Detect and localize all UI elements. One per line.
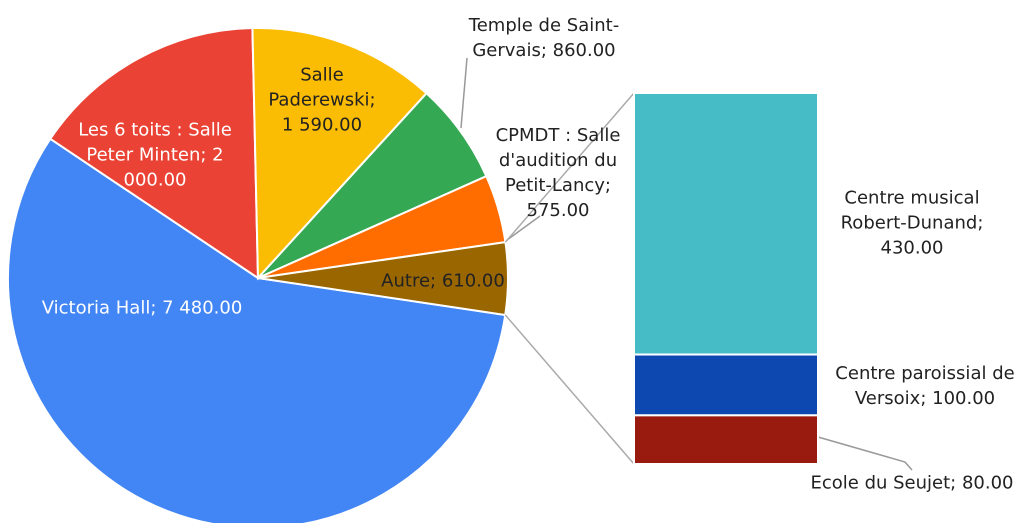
bar-segment (633, 353, 819, 417)
bar-segment (633, 414, 819, 466)
bar-segment (633, 92, 819, 356)
pie-slice (257, 241, 509, 317)
leader-line (506, 215, 541, 241)
leader-line (817, 436, 913, 471)
data-label: Centre musical Robert-Dunand; 430.00 (840, 187, 984, 259)
leader-line (460, 57, 468, 129)
data-label: Autre; 610.00 (381, 270, 505, 292)
data-label: Temple de Saint-Gervais; 860.00 (468, 15, 620, 61)
data-label: Les 6 toits : Salle Peter Minten; 2 000.… (78, 119, 232, 191)
connector-line (504, 314, 635, 465)
data-label: Salle Paderewski; 1 590.00 (268, 64, 376, 136)
pie-slice (7, 137, 507, 523)
connector-line (504, 92, 635, 243)
data-label: Centre paroissial de Versoix; 100.00 (835, 363, 1015, 409)
data-label: CPMDT : Salle d'audition du Petit-Lancy;… (495, 125, 621, 221)
pie-slice (251, 27, 428, 281)
data-label: Victoria Hall; 7 480.00 (41, 297, 243, 319)
data-label: Ecole du Seujet; 80.00 (810, 472, 1014, 494)
pie-slice (48, 27, 260, 280)
